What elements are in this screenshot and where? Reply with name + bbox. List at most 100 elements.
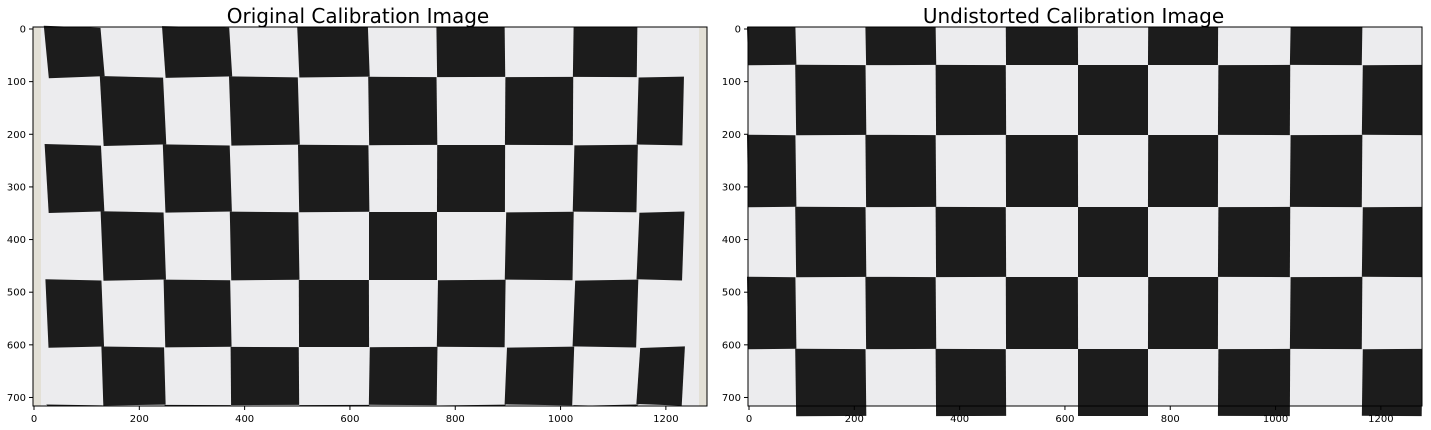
paper-edge <box>33 27 41 406</box>
checker-square <box>436 26 506 78</box>
panel-title: Undistorted Calibration Image <box>922 4 1225 28</box>
checker-square <box>163 279 232 348</box>
y-tick-label: 500 <box>722 288 741 299</box>
checker-square <box>44 143 105 214</box>
checker-square <box>298 144 370 213</box>
checker-square <box>504 211 574 281</box>
undistorted-checkerboard-plot: 0 100 200 300 400 500 600 700 0 200 400 600 800 1000 1… <box>722 25 1423 425</box>
checker-square <box>368 76 438 146</box>
x-tick-label: 400 <box>235 414 254 425</box>
checker-square <box>1078 65 1148 135</box>
x-tick-label: 1200 <box>653 414 678 425</box>
checker-square <box>436 279 506 348</box>
y-tick-label: 100 <box>722 77 741 88</box>
checker-square <box>369 212 437 280</box>
checker-square <box>101 346 166 406</box>
y-tick-label: 400 <box>7 235 26 246</box>
axes-frame <box>32 26 708 407</box>
y-tick-label: 200 <box>722 130 741 141</box>
x-tick-label: 400 <box>950 414 969 425</box>
x-tick-label: 200 <box>130 414 149 425</box>
y-tick-label: 300 <box>7 182 26 193</box>
y-tick-label: 100 <box>7 77 26 88</box>
checker-square <box>1217 206 1291 278</box>
checker-square <box>162 144 232 213</box>
x-tick-label: 0 <box>746 414 752 425</box>
checker-square <box>1361 64 1423 136</box>
x-tick-label: 1000 <box>1263 414 1288 425</box>
checker-square <box>436 144 506 213</box>
checker-square <box>162 26 233 78</box>
y-tick-label: 200 <box>7 130 26 141</box>
checker-square <box>1289 134 1363 208</box>
y-tick-label: 0 <box>735 25 741 36</box>
checker-square <box>747 276 797 350</box>
checker-square <box>1217 348 1291 417</box>
checker-square <box>636 76 684 146</box>
undistorted-image-panel: Undistorted Calibration Image 0 100 200 300… <box>716 0 1431 430</box>
checker-square <box>865 26 937 66</box>
checker-square <box>99 76 167 146</box>
checker-square <box>747 26 797 66</box>
original-image-panel: Original Calibration Image 0 100 200 300 400… <box>7 4 708 425</box>
checker-square <box>1361 348 1423 417</box>
checker-square <box>935 206 1007 278</box>
checker-square <box>636 346 685 406</box>
checker-square <box>1289 276 1363 350</box>
checker-square <box>572 144 638 213</box>
x-tick-label: 800 <box>1161 414 1180 425</box>
paper-edge <box>699 27 707 406</box>
axes-frame <box>747 26 1423 407</box>
checker-square <box>1147 26 1219 66</box>
checker-square <box>1361 206 1423 278</box>
y-tick-label: 600 <box>7 340 26 351</box>
checker-square <box>1147 134 1219 208</box>
checker-square <box>1147 276 1219 350</box>
checker-square <box>795 348 867 417</box>
checker-square <box>230 346 300 406</box>
checker-square <box>43 25 105 79</box>
checker-square <box>865 134 937 208</box>
checker-square <box>298 279 370 348</box>
x-tick-label: 0 <box>31 414 37 425</box>
checker-square <box>504 346 575 406</box>
checker-square <box>100 211 166 281</box>
checker-square <box>229 76 300 146</box>
checker-square <box>1217 64 1291 136</box>
y-tick-label: 600 <box>722 340 741 351</box>
checker-square <box>795 206 867 278</box>
x-tick-label: 1000 <box>548 414 573 425</box>
x-tick-label: 800 <box>446 414 465 425</box>
checker-square <box>865 276 937 350</box>
x-tick-label: 200 <box>845 414 864 425</box>
x-tick-label: 1200 <box>1368 414 1393 425</box>
panel-title: Original Calibration Image <box>226 4 490 28</box>
x-tick-label: 600 <box>340 414 359 425</box>
checker-square <box>368 346 438 406</box>
checker-square <box>229 211 300 281</box>
checker-square <box>935 348 1007 417</box>
checker-square <box>1005 26 1079 66</box>
checker-square <box>1289 26 1363 66</box>
image-area <box>747 26 1423 417</box>
checker-square <box>45 279 105 348</box>
checker-square <box>795 64 867 136</box>
checker-square <box>747 134 797 208</box>
image-area <box>33 25 707 407</box>
checker-square <box>572 26 638 78</box>
checker-square <box>1078 349 1148 416</box>
y-tick-label: 700 <box>722 393 741 404</box>
checker-square <box>297 26 370 78</box>
x-tick-label: 600 <box>1055 414 1074 425</box>
checker-square <box>1078 207 1148 277</box>
y-tick-label: 700 <box>7 393 26 404</box>
checker-square <box>572 279 639 348</box>
checker-square <box>504 76 574 146</box>
checker-square <box>1005 134 1079 208</box>
y-tick-label: 500 <box>7 288 26 299</box>
checker-square <box>636 211 685 281</box>
checker-square <box>1005 276 1079 350</box>
original-checkerboard-plot: 0 100 200 300 400 500 600 700 0 200 400 600 800 1000 1… <box>7 25 708 425</box>
checker-square <box>935 64 1007 136</box>
y-tick-label: 400 <box>722 235 741 246</box>
